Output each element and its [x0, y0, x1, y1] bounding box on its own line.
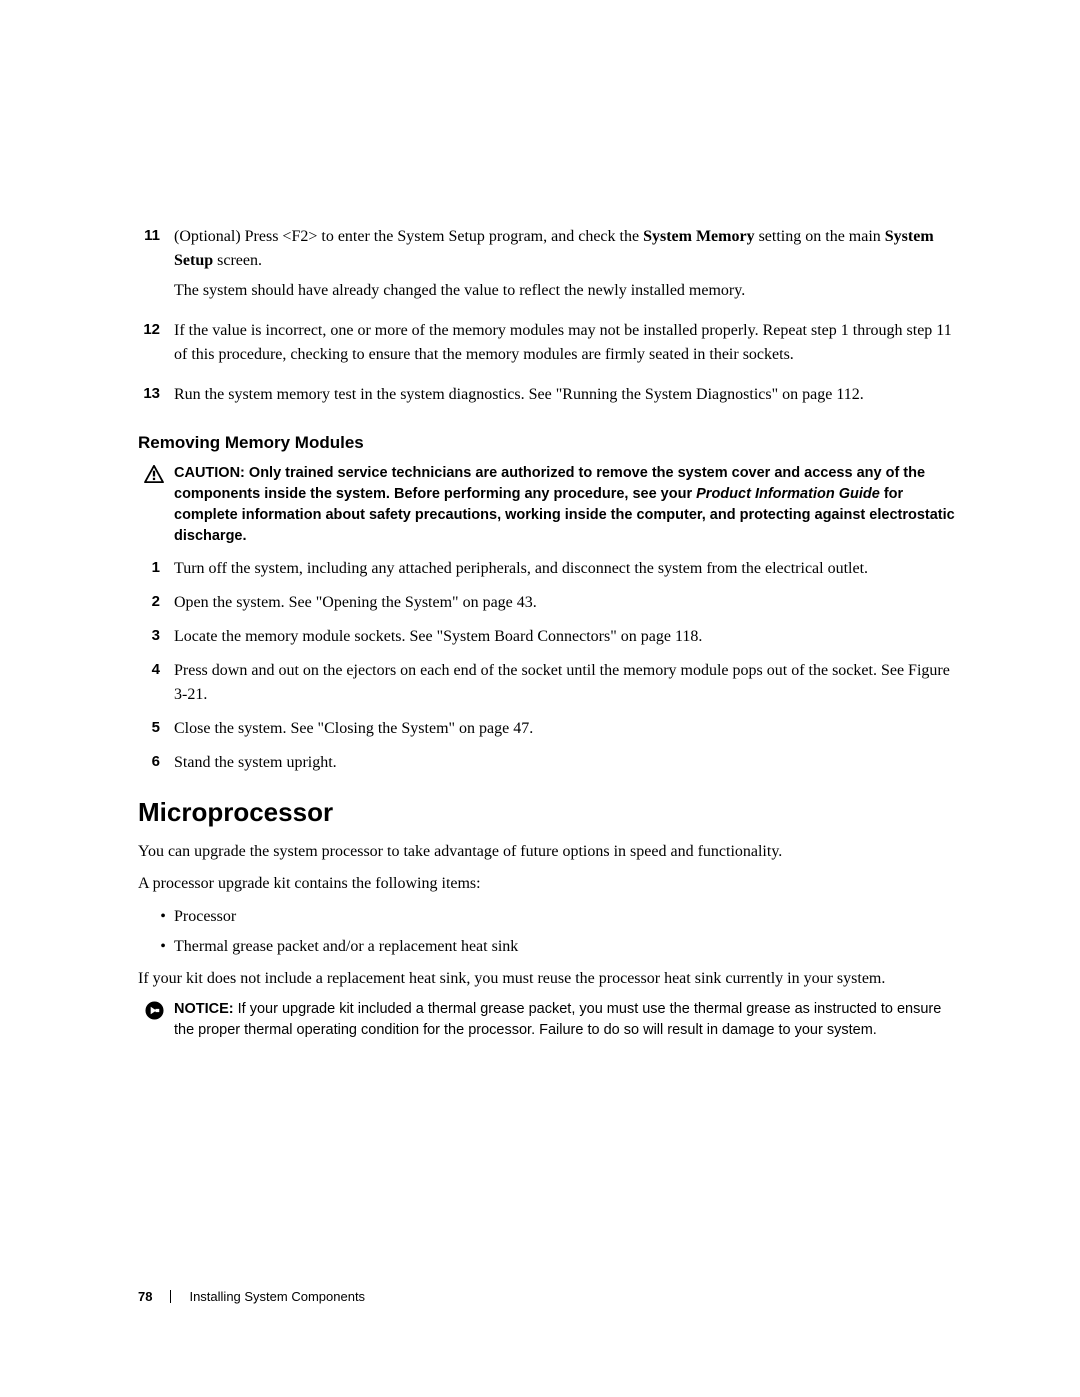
step-number: 12 — [138, 319, 174, 373]
lower-steps-list: 1Turn off the system, including any atta… — [138, 557, 960, 775]
notice-text: NOTICE: If your upgrade kit included a t… — [174, 999, 960, 1041]
footer-page-number: 78 — [138, 1289, 152, 1304]
bullet-item: •Processor — [138, 904, 960, 930]
bullet-text: Processor — [174, 904, 960, 930]
step-paragraph: Run the system memory test in the system… — [174, 383, 960, 407]
step-body: If the value is incorrect, one or more o… — [174, 319, 960, 373]
step-number: 11 — [138, 225, 174, 309]
step-number: 3 — [138, 625, 174, 649]
chapter-heading-microprocessor: Microprocessor — [138, 797, 960, 828]
kit-bullet-list: •Processor•Thermal grease packet and/or … — [138, 904, 960, 959]
step-paragraph: If the value is incorrect, one or more o… — [174, 319, 960, 367]
page-content: 11(Optional) Press <F2> to enter the Sys… — [0, 0, 1080, 1041]
step-item: 13Run the system memory test in the syst… — [138, 383, 960, 413]
notice-lead: NOTICE: — [174, 1001, 238, 1017]
bullet-text: Thermal grease packet and/or a replaceme… — [174, 934, 960, 960]
step-item: 3Locate the memory module sockets. See "… — [138, 625, 960, 649]
step-body: Press down and out on the ejectors on ea… — [174, 659, 960, 707]
bullet-marker: • — [138, 934, 174, 960]
step-number: 4 — [138, 659, 174, 707]
step-item: 4Press down and out on the ejectors on e… — [138, 659, 960, 707]
footer-divider — [170, 1290, 171, 1303]
section-heading-removing-memory: Removing Memory Modules — [138, 433, 960, 453]
upper-steps-list: 11(Optional) Press <F2> to enter the Sys… — [138, 225, 960, 413]
caution-icon — [138, 463, 174, 547]
step-number: 6 — [138, 751, 174, 775]
notice-callout: NOTICE: If your upgrade kit included a t… — [138, 999, 960, 1041]
footer-section-name: Installing System Components — [189, 1289, 365, 1304]
step-body: Close the system. See "Closing the Syste… — [174, 717, 960, 741]
step-item: 11(Optional) Press <F2> to enter the Sys… — [138, 225, 960, 309]
step-body: Turn off the system, including any attac… — [174, 557, 960, 581]
step-number: 13 — [138, 383, 174, 413]
micro-para-2: A processor upgrade kit contains the fol… — [138, 872, 960, 896]
notice-body-text: If your upgrade kit included a thermal g… — [174, 1001, 941, 1038]
caution-callout: CAUTION: Only trained service technician… — [138, 463, 960, 547]
micro-para-3: If your kit does not include a replaceme… — [138, 967, 960, 991]
step-body: Locate the memory module sockets. See "S… — [174, 625, 960, 649]
micro-para-1: You can upgrade the system processor to … — [138, 840, 960, 864]
step-item: 6Stand the system upright. — [138, 751, 960, 775]
step-body: Run the system memory test in the system… — [174, 383, 960, 413]
caution-text: CAUTION: Only trained service technician… — [174, 463, 960, 547]
step-item: 12If the value is incorrect, one or more… — [138, 319, 960, 373]
step-paragraph: The system should have already changed t… — [174, 279, 960, 303]
step-body: Stand the system upright. — [174, 751, 960, 775]
step-number: 2 — [138, 591, 174, 615]
step-body: (Optional) Press <F2> to enter the Syste… — [174, 225, 960, 309]
step-item: 5Close the system. See "Closing the Syst… — [138, 717, 960, 741]
bullet-item: •Thermal grease packet and/or a replacem… — [138, 934, 960, 960]
notice-icon — [138, 999, 174, 1041]
bullet-marker: • — [138, 904, 174, 930]
step-item: 1Turn off the system, including any atta… — [138, 557, 960, 581]
step-item: 2Open the system. See "Opening the Syste… — [138, 591, 960, 615]
step-paragraph: (Optional) Press <F2> to enter the Syste… — [174, 225, 960, 273]
step-number: 1 — [138, 557, 174, 581]
page-footer: 78 Installing System Components — [138, 1289, 365, 1304]
step-number: 5 — [138, 717, 174, 741]
step-body: Open the system. See "Opening the System… — [174, 591, 960, 615]
